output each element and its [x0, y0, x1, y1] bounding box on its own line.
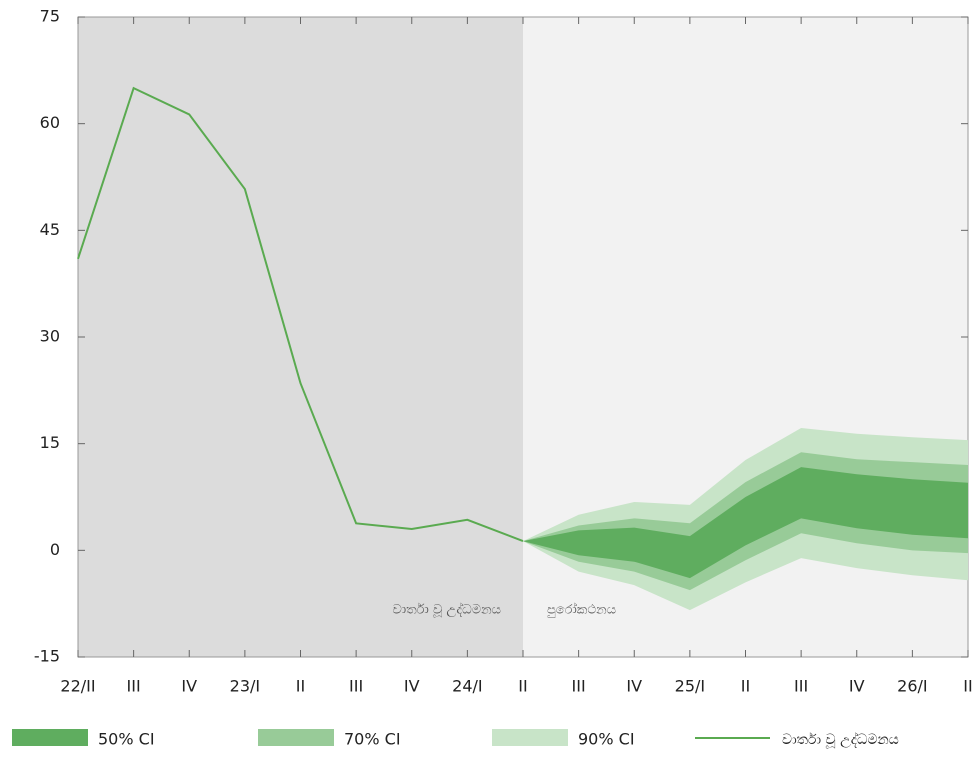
actual-line: [77, 86, 524, 543]
y-tick-label: 30: [40, 327, 60, 346]
y-tick-label: 45: [40, 220, 60, 239]
y-tick-label: 75: [40, 7, 60, 26]
x-tick-label: IV: [626, 677, 642, 696]
x-tick-label: II: [963, 677, 972, 696]
legend-swatch: [492, 729, 568, 746]
annotation: පුරෝකථනය: [547, 602, 616, 618]
annotation: වාර්තා වූ උද්ධමනය: [393, 601, 502, 617]
x-tick-label: III: [349, 677, 363, 696]
y-tick-label: 0: [50, 540, 60, 559]
x-tick-label: III: [127, 677, 141, 696]
x-tick-label: IV: [181, 677, 197, 696]
legend-label: වාර්තා වූ උද්ධමනය: [782, 732, 899, 749]
legend-label: 90% CI: [578, 730, 635, 749]
x-tick-label: II: [296, 677, 305, 696]
y-tick-label: 15: [40, 433, 60, 452]
x-tick-label: IV: [404, 677, 420, 696]
y-tick-label: 60: [40, 113, 60, 132]
ci-band: [523, 467, 968, 579]
x-tick-label: III: [572, 677, 586, 696]
legend-label: 50% CI: [98, 730, 155, 749]
legend-swatch: [12, 729, 88, 746]
y-tick-label: -15: [34, 647, 60, 666]
x-tick-label: II: [518, 677, 527, 696]
x-tick-label: IV: [849, 677, 865, 696]
x-tick-label: 26/I: [897, 677, 927, 696]
legend-swatch: [258, 729, 334, 746]
x-tick-label: 25/I: [675, 677, 705, 696]
x-tick-label: 24/I: [452, 677, 482, 696]
x-tick-label: 22/II: [60, 677, 95, 696]
x-tick-label: III: [794, 677, 808, 696]
x-tick-label: II: [741, 677, 750, 696]
legend-label: 70% CI: [344, 730, 401, 749]
x-tick-label: 23/I: [230, 677, 260, 696]
history-bg: [78, 17, 523, 657]
